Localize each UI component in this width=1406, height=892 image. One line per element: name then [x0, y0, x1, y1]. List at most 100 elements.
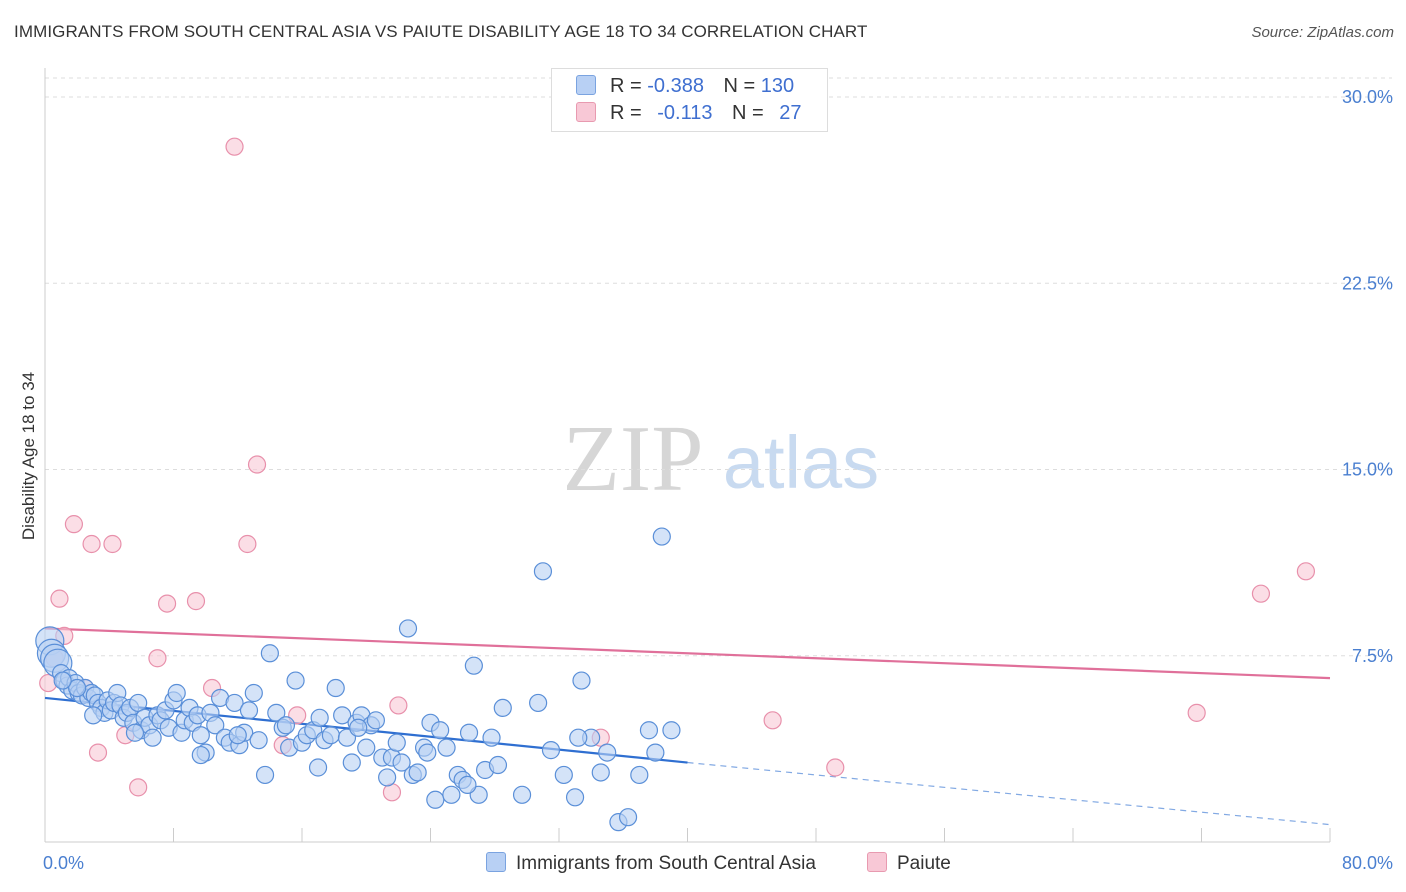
- source-label: Source: ZipAtlas.com: [1251, 24, 1394, 41]
- legend-n-label: N =: [732, 102, 764, 124]
- south-central-asia-point: [598, 743, 617, 762]
- south-central-asia-point: [572, 671, 591, 690]
- south-central-asia-point: [326, 678, 345, 698]
- south-central-asia-point: [464, 656, 483, 675]
- south-central-asia-point: [342, 753, 361, 772]
- chart-title: IMMIGRANTS FROM SOUTH CENTRAL ASIA VS PA…: [14, 22, 868, 41]
- south-central-asia-point: [244, 683, 263, 703]
- y-tick-label: 15.0%: [1342, 460, 1393, 480]
- south-central-asia-point: [554, 765, 573, 785]
- south-central-asia-point: [366, 711, 385, 730]
- x-tick-label: 80.0%: [1342, 853, 1393, 873]
- legend-swatch-pink: [576, 102, 596, 122]
- watermark-atlas: atlas: [723, 421, 879, 504]
- south-central-asia-point: [125, 723, 145, 742]
- south-central-asia-point: [310, 708, 329, 727]
- south-central-asia-point: [225, 693, 244, 713]
- paiute-point: [225, 137, 244, 156]
- south-central-asia-point: [357, 738, 376, 757]
- south-central-asia-point: [662, 721, 681, 740]
- legend-swatch-blue: [576, 75, 596, 95]
- x-tick-label: 0.0%: [43, 853, 84, 873]
- paiute-trendline: [44, 627, 1331, 680]
- legend-r-value: -0.113: [657, 102, 713, 124]
- bottom-legend-blue: Immigrants from South Central Asia: [486, 852, 816, 875]
- paiute-point: [186, 592, 206, 611]
- y-tick-label: 30.0%: [1342, 87, 1393, 107]
- south-central-asia-point: [333, 706, 352, 725]
- legend-n-value: 130: [760, 75, 795, 97]
- south-central-asia-point: [249, 731, 268, 750]
- y-tick-label: 22.5%: [1342, 273, 1393, 293]
- south-central-asia-point: [459, 723, 479, 742]
- south-central-asia-point: [482, 728, 501, 747]
- south-central-asia-point: [618, 808, 638, 827]
- south-central-asia-point: [286, 671, 305, 690]
- south-central-asia-point: [191, 726, 210, 745]
- south-central-asia-point: [418, 743, 437, 762]
- south-central-asia-point: [408, 763, 427, 782]
- watermark-zip: ZIP: [563, 407, 704, 511]
- bottom-legend-label: Paiute: [897, 853, 951, 874]
- paiute-point: [50, 589, 69, 608]
- south-central-asia-point: [387, 733, 406, 752]
- south-central-asia-trendline-extension: [687, 761, 1331, 826]
- paiute-point: [1296, 562, 1316, 581]
- south-central-asia-point: [308, 758, 328, 777]
- paiute-point: [763, 711, 782, 730]
- south-central-asia-point: [591, 763, 610, 782]
- correlation-legend: R = -0.388 N = 130 R = -0.113 N = 27: [551, 68, 828, 132]
- legend-n-value: 27: [779, 102, 802, 124]
- south-central-asia-point: [533, 562, 553, 581]
- south-central-asia-point: [143, 728, 162, 747]
- south-central-asia-point: [437, 738, 456, 757]
- south-central-asia-point: [398, 619, 418, 638]
- south-central-asia-point: [191, 745, 210, 765]
- south-central-asia-point: [458, 775, 477, 794]
- paiute-point: [103, 534, 122, 554]
- paiute-point: [247, 455, 267, 474]
- paiute-point: [1251, 584, 1271, 603]
- south-central-asia-point: [68, 678, 87, 698]
- paiute-point: [826, 758, 845, 777]
- paiute-point: [389, 696, 408, 715]
- south-central-asia-point: [260, 644, 279, 663]
- south-central-asia-point: [431, 721, 450, 740]
- legend-n-label: N =: [723, 75, 756, 97]
- south-central-asia-point: [426, 790, 445, 809]
- south-central-asia-point: [569, 728, 588, 747]
- south-central-asia-point: [652, 527, 671, 546]
- south-central-asia-point: [378, 768, 397, 787]
- legend-r-value: -0.388: [647, 75, 704, 97]
- south-central-asia-point: [529, 693, 548, 713]
- bottom-legend-label: Immigrants from South Central Asia: [516, 853, 816, 874]
- y-tick-label: 7.5%: [1352, 646, 1393, 666]
- legend-r-label: R =: [610, 102, 642, 124]
- paiute-point: [129, 778, 148, 797]
- south-central-asia-point: [639, 721, 659, 740]
- south-central-asia-point: [349, 718, 368, 737]
- south-central-asia-point: [392, 753, 411, 772]
- paiute-point: [157, 594, 177, 613]
- paiute-point: [1187, 703, 1206, 722]
- south-central-asia-point: [321, 726, 341, 745]
- legend-r-label: R =: [610, 75, 642, 97]
- paiute-point: [82, 534, 101, 554]
- south-central-asia-point: [53, 671, 72, 690]
- south-central-asia-point: [493, 698, 512, 718]
- bottom-legend-pink: Paiute: [867, 852, 951, 875]
- south-central-asia-point: [239, 701, 259, 720]
- bottom-legend-swatch-blue: [486, 852, 506, 872]
- legend-row-blue: R = -0.388 N = 130: [576, 75, 794, 101]
- south-central-asia-point: [276, 716, 296, 735]
- y-axis-label: Disability Age 18 to 34: [19, 372, 38, 540]
- paiute-point: [148, 649, 167, 668]
- south-central-asia-point: [512, 785, 532, 804]
- south-central-asia-point: [255, 765, 275, 785]
- south-central-asia-point: [442, 785, 461, 804]
- paiute-point: [238, 534, 257, 554]
- south-central-asia-point: [630, 765, 649, 785]
- south-central-asia-point: [228, 726, 247, 745]
- south-central-asia-point: [167, 683, 186, 703]
